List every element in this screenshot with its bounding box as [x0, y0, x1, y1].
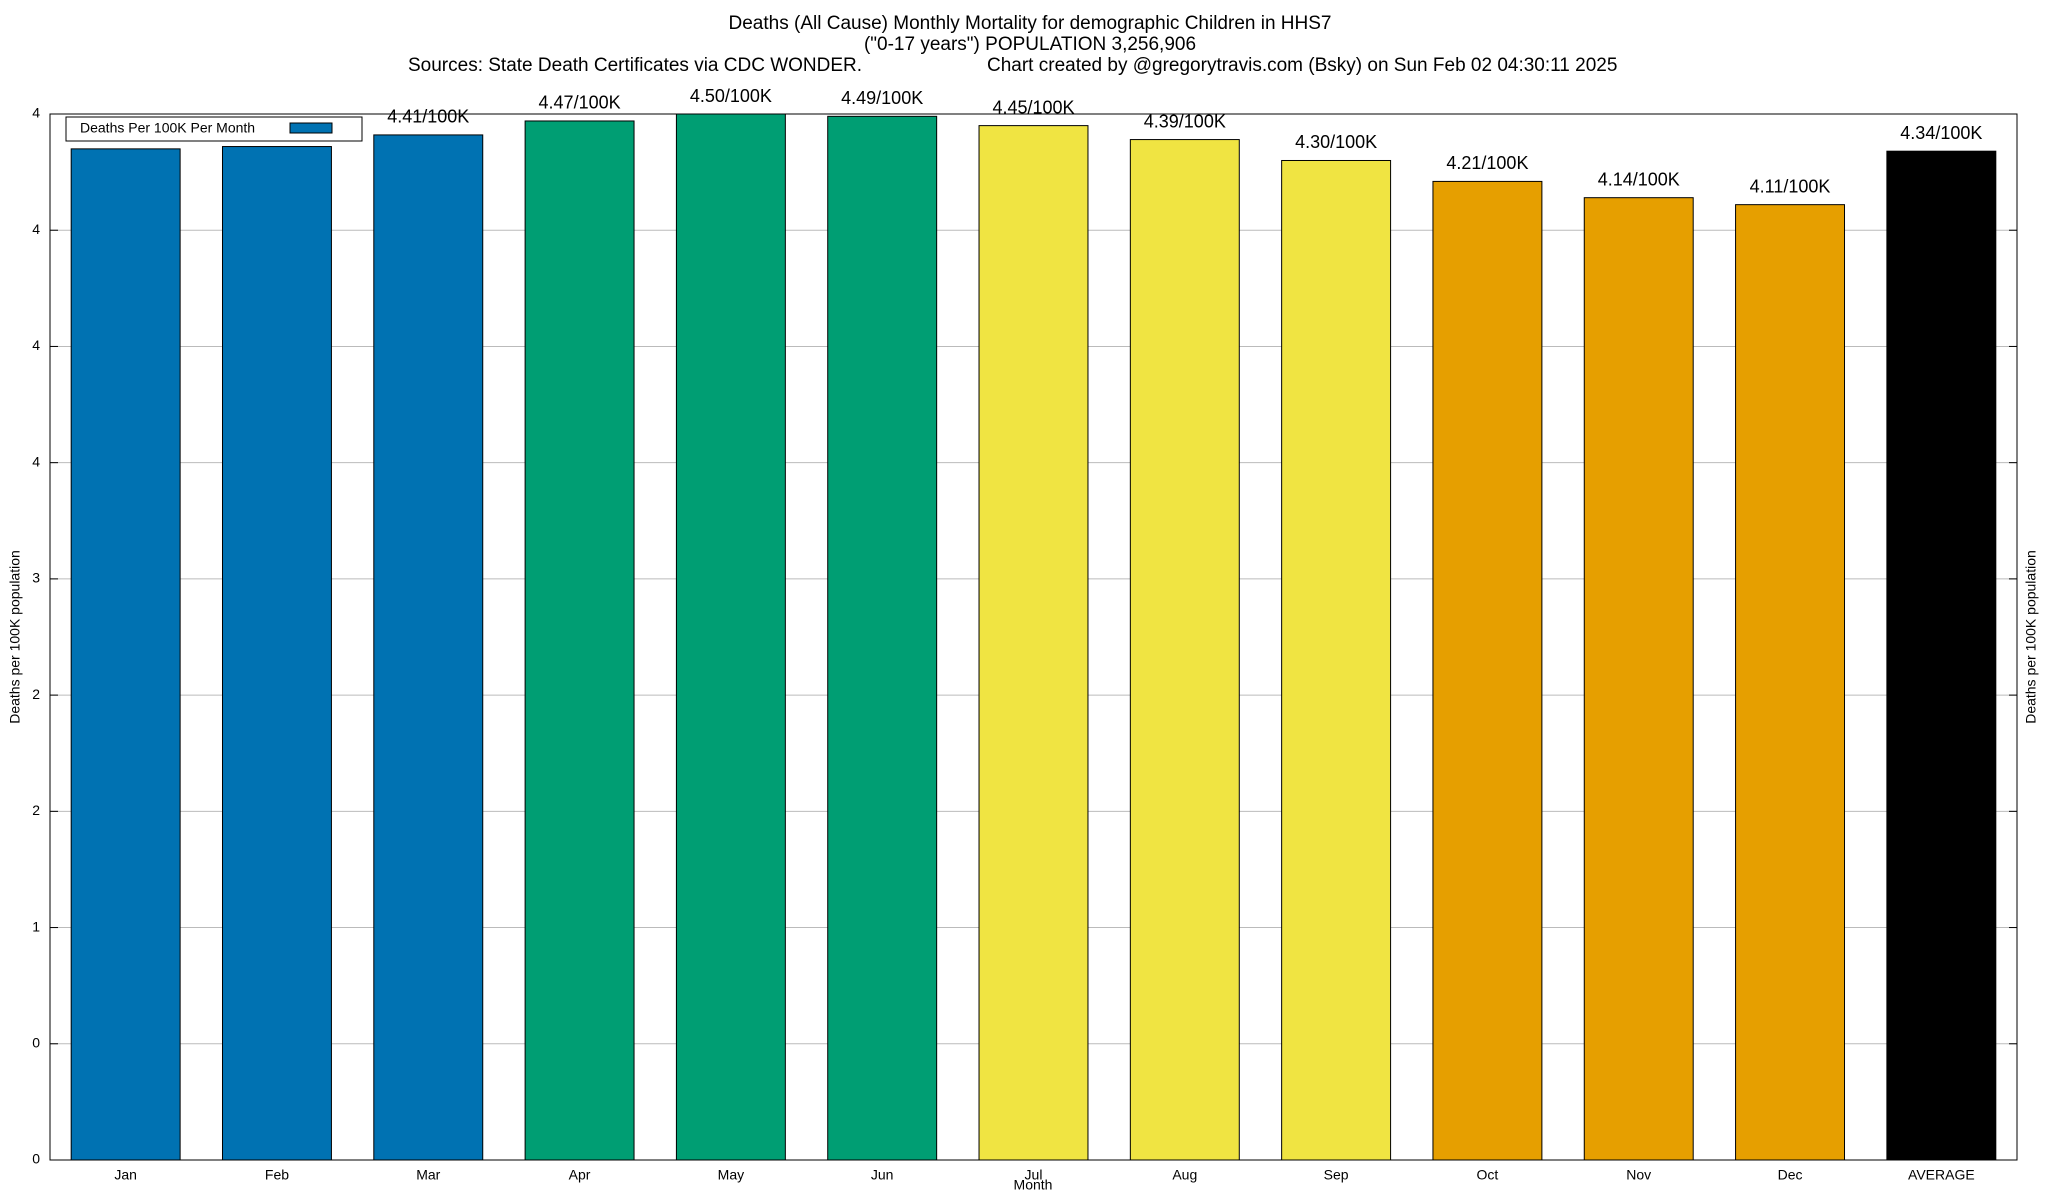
value-label: 4.41/100K — [387, 107, 469, 127]
y-tick-label: 4 — [32, 453, 40, 469]
value-label: 4.45/100K — [992, 97, 1074, 117]
bar — [1583, 197, 1694, 1161]
plot-frame — [49, 113, 2018, 1161]
y-axis-label: Deaths per 100K population — [7, 550, 23, 724]
y-tick-label: 4 — [32, 105, 40, 121]
source-note: Sources: State Death Certificates via CD… — [408, 55, 862, 76]
x-tick-label: Jun — [871, 1167, 894, 1183]
y-tick-label: 0 — [32, 1151, 40, 1167]
y-tick-label: 4 — [32, 221, 40, 237]
value-label: 4.21/100K — [1446, 153, 1528, 173]
x-tick-label: Mar — [416, 1167, 440, 1183]
bar — [1129, 139, 1240, 1161]
value-label: 4.49/100K — [841, 88, 923, 108]
x-tick-label: Aug — [1172, 1167, 1197, 1183]
legend-label: Deaths Per 100K Per Month — [80, 120, 255, 136]
x-tick-label: Feb — [265, 1167, 289, 1183]
x-tick-label: Jul — [1025, 1167, 1043, 1183]
x-tick-label: Jan — [114, 1167, 137, 1183]
x-tick-label: Sep — [1324, 1167, 1349, 1183]
bar — [1886, 150, 1997, 1161]
bar — [373, 134, 484, 1161]
y-tick-label: 2 — [32, 686, 40, 702]
y-tick-label: 3 — [32, 570, 40, 586]
y-tick-label: 4 — [32, 337, 40, 353]
y-tick-label: 1 — [32, 918, 40, 934]
value-label: 4.39/100K — [1144, 111, 1226, 131]
value-label: 4.34/100K — [1900, 123, 1982, 143]
x-tick-label: May — [718, 1167, 744, 1183]
legend-swatch — [289, 122, 333, 134]
bar — [221, 146, 332, 1161]
bar — [1281, 159, 1392, 1161]
chart-title: Deaths (All Cause) Monthly Mortality for… — [729, 13, 1332, 34]
value-label: 4.47/100K — [539, 93, 621, 113]
x-tick-label: Oct — [1477, 1167, 1499, 1183]
value-label: 4.14/100K — [1598, 169, 1680, 189]
credit-note: Chart created by @gregorytravis.com (Bsk… — [987, 55, 1617, 76]
bar — [675, 113, 786, 1161]
value-label: 4.30/100K — [1295, 132, 1377, 152]
x-axis-label: Month — [1014, 1177, 1053, 1193]
value-label: 4.11/100K — [1750, 176, 1831, 196]
x-tick-label: Apr — [569, 1167, 591, 1183]
bar — [978, 125, 1089, 1161]
bar — [1432, 180, 1543, 1161]
x-tick-label: AVERAGE — [1908, 1167, 1975, 1183]
y-tick-label: 0 — [32, 1034, 40, 1050]
bar — [70, 148, 181, 1161]
x-tick-label: Nov — [1626, 1167, 1651, 1183]
bar — [1735, 204, 1846, 1161]
bar — [524, 120, 635, 1161]
y2-axis-label: Deaths per 100K population — [2023, 550, 2039, 724]
x-tick-label: Dec — [1778, 1167, 1803, 1183]
bar — [827, 115, 938, 1161]
y-tick-label: 2 — [32, 802, 40, 818]
value-label: 4.50/100K — [690, 86, 772, 106]
chart-subtitle: ("0-17 years") POPULATION 3,256,906 — [864, 34, 1196, 55]
